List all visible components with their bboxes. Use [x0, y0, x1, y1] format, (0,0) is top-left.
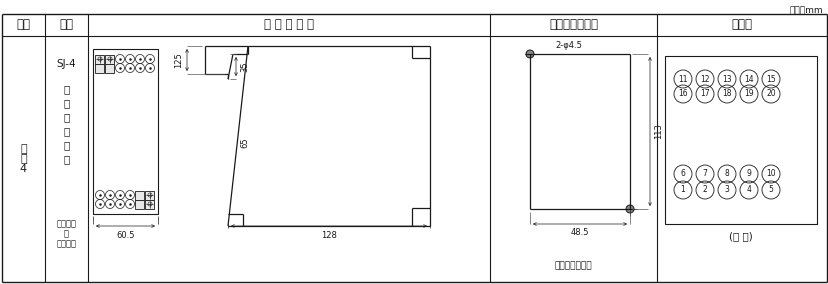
Text: 125: 125	[174, 52, 183, 68]
Text: 1: 1	[680, 185, 685, 195]
Text: 15: 15	[765, 74, 775, 83]
Text: 20: 20	[765, 89, 775, 99]
Bar	[135, 199, 144, 208]
Text: 12: 12	[700, 74, 709, 83]
Text: 图: 图	[20, 154, 26, 164]
Text: 外 形 尺 寸 图: 外 形 尺 寸 图	[263, 18, 314, 32]
Text: 式: 式	[63, 112, 70, 122]
Text: 11: 11	[677, 74, 687, 83]
Text: 单位：mm: 单位：mm	[788, 6, 822, 15]
Text: 结构: 结构	[60, 18, 74, 32]
Bar	[105, 55, 114, 64]
Text: 14: 14	[744, 74, 753, 83]
Text: 18: 18	[721, 89, 731, 99]
Text: 5: 5	[768, 185, 773, 195]
Text: 113: 113	[653, 124, 662, 139]
Text: 35: 35	[240, 61, 248, 72]
Text: SJ-4: SJ-4	[56, 59, 76, 69]
Bar	[146, 199, 154, 208]
Text: 17: 17	[700, 89, 709, 99]
Text: 65: 65	[240, 137, 248, 148]
Text: 7: 7	[701, 170, 706, 179]
Bar	[93, 49, 158, 214]
Bar	[146, 191, 154, 199]
Bar	[105, 64, 114, 72]
Text: 卡轨安装: 卡轨安装	[56, 220, 76, 229]
Text: 16: 16	[677, 89, 687, 99]
Text: 2-φ4.5: 2-φ4.5	[554, 41, 581, 51]
Bar	[95, 64, 104, 72]
Text: (正 视): (正 视)	[729, 231, 752, 241]
Text: 13: 13	[721, 74, 731, 83]
Circle shape	[625, 205, 633, 213]
Text: 线: 线	[63, 154, 70, 164]
Text: 48.5: 48.5	[570, 228, 589, 237]
Text: 凸: 凸	[63, 84, 70, 94]
Text: 8: 8	[724, 170, 729, 179]
Text: 2: 2	[702, 185, 706, 195]
Text: 4: 4	[20, 164, 27, 174]
Text: 6: 6	[680, 170, 685, 179]
Bar	[95, 55, 104, 64]
Text: 128: 128	[320, 231, 336, 240]
Text: 19: 19	[744, 89, 753, 99]
Text: 接: 接	[63, 140, 70, 150]
Text: 端子图: 端子图	[730, 18, 752, 32]
Text: 安装开孔尺寸图: 安装开孔尺寸图	[548, 18, 597, 32]
Text: 3: 3	[724, 185, 729, 195]
Text: 螺钉安装开孔图: 螺钉安装开孔图	[554, 262, 591, 270]
Text: 前: 前	[63, 126, 70, 136]
Text: 出: 出	[63, 98, 70, 108]
Text: 图号: 图号	[17, 18, 31, 32]
Text: 10: 10	[765, 170, 775, 179]
Text: 附: 附	[20, 144, 26, 154]
Text: 9: 9	[746, 170, 750, 179]
Bar	[135, 191, 144, 199]
Text: 4: 4	[746, 185, 750, 195]
Text: 60.5: 60.5	[116, 231, 135, 240]
Bar	[664, 56, 816, 224]
Text: 或: 或	[64, 229, 69, 239]
Circle shape	[525, 50, 533, 58]
Text: 螺钉安装: 螺钉安装	[56, 239, 76, 248]
